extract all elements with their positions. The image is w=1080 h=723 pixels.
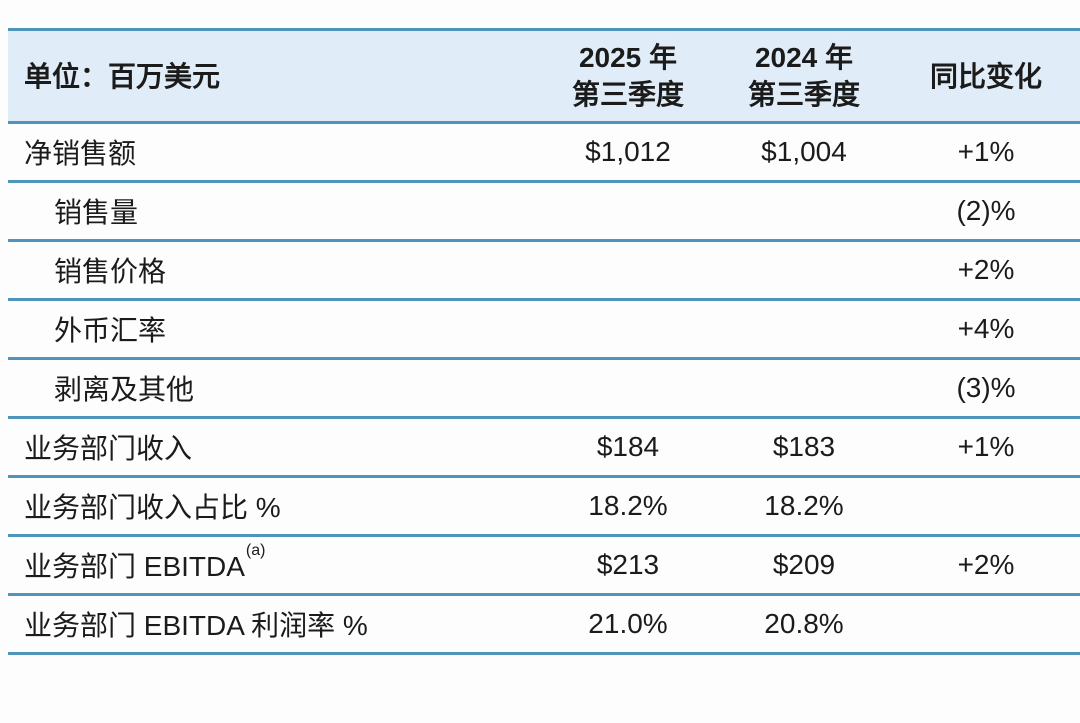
row-label-text: 外币汇率 [54, 315, 167, 346]
row-label-text: 销售量 [54, 197, 139, 228]
cell-q3-2025 [540, 241, 716, 300]
cell-q3-2024 [716, 300, 892, 359]
row-label: 业务部门收入占比 % [8, 477, 540, 536]
cell-q3-2025: 21.0% [588, 608, 668, 639]
cell-yoy: +2% [957, 254, 1015, 285]
header-q3-2024: 2024 年 第三季度 [716, 29, 892, 123]
table-row: 业务部门收入 $184 $183 +1% [8, 418, 1080, 477]
row-label-text: 业务部门 EBITDA 利润率 % [24, 610, 368, 641]
cell-yoy: (2)% [956, 195, 1016, 226]
table-row: 业务部门 EBITDA 利润率 % 21.0% 20.8% [8, 595, 1080, 654]
cell-yoy: +1% [957, 431, 1015, 462]
cell-q3-2025 [540, 359, 716, 418]
table-row: 外币汇率 +4% [8, 300, 1080, 359]
row-label-text: 销售价格 [54, 256, 167, 287]
cell-yoy: (3)% [956, 372, 1016, 403]
cell-q3-2024: $1,004 [761, 136, 847, 167]
cell-q3-2024 [716, 241, 892, 300]
header-unit-label: 单位：百万美元 [8, 29, 540, 123]
cell-yoy: +1% [957, 136, 1015, 167]
row-label-text: 业务部门 EBITDA [24, 551, 245, 582]
table-row: 业务部门 EBITDA(a) $213 $209 +2% [8, 536, 1080, 595]
cell-q3-2024 [716, 359, 892, 418]
header-q3-2024-line1: 2024 年 [754, 42, 854, 73]
cell-q3-2024: 20.8% [764, 608, 844, 639]
row-label-text: 净销售额 [24, 138, 137, 169]
financial-summary-table: 单位：百万美元 2025 年 第三季度 2024 年 第三季度 同比变化 净销售… [8, 28, 1080, 655]
table-row: 剥离及其他 (3)% [8, 359, 1080, 418]
cell-q3-2025: $213 [596, 549, 660, 580]
row-label: 销售价格 [8, 241, 540, 300]
table-row: 销售价格 +2% [8, 241, 1080, 300]
cell-q3-2024: 18.2% [764, 490, 844, 521]
cell-q3-2025: 18.2% [588, 490, 668, 521]
cell-q3-2024: $209 [772, 549, 836, 580]
cell-yoy [892, 595, 1080, 654]
cell-q3-2025: $184 [596, 431, 660, 462]
row-label: 业务部门收入 [8, 418, 540, 477]
header-q3-2025-line1: 2025 年 [578, 42, 678, 73]
cell-q3-2024 [716, 182, 892, 241]
table-row: 业务部门收入占比 % 18.2% 18.2% [8, 477, 1080, 536]
header-q3-2025-line2: 第三季度 [571, 79, 684, 110]
table-header-row: 单位：百万美元 2025 年 第三季度 2024 年 第三季度 同比变化 [8, 29, 1080, 123]
footnote-marker: (a) [245, 541, 266, 559]
row-label-text: 剥离及其他 [54, 374, 195, 405]
row-label: 净销售额 [8, 123, 540, 182]
header-q3-2025: 2025 年 第三季度 [540, 29, 716, 123]
row-label: 业务部门 EBITDA 利润率 % [8, 595, 540, 654]
cell-yoy: +4% [957, 313, 1015, 344]
header-yoy-change: 同比变化 [892, 29, 1080, 123]
row-label: 剥离及其他 [8, 359, 540, 418]
cell-yoy: +2% [957, 549, 1015, 580]
row-label: 业务部门 EBITDA(a) [8, 536, 540, 595]
cell-q3-2024: $183 [772, 431, 836, 462]
row-label: 销售量 [8, 182, 540, 241]
header-q3-2024-line2: 第三季度 [747, 79, 860, 110]
row-label-text: 业务部门收入 [24, 433, 193, 464]
row-label-text: 业务部门收入占比 % [24, 492, 281, 523]
cell-q3-2025 [540, 182, 716, 241]
cell-yoy [892, 477, 1080, 536]
cell-q3-2025: $1,012 [585, 136, 671, 167]
row-label: 外币汇率 [8, 300, 540, 359]
table-row: 销售量 (2)% [8, 182, 1080, 241]
cell-q3-2025 [540, 300, 716, 359]
table-row: 净销售额 $1,012 $1,004 +1% [8, 123, 1080, 182]
